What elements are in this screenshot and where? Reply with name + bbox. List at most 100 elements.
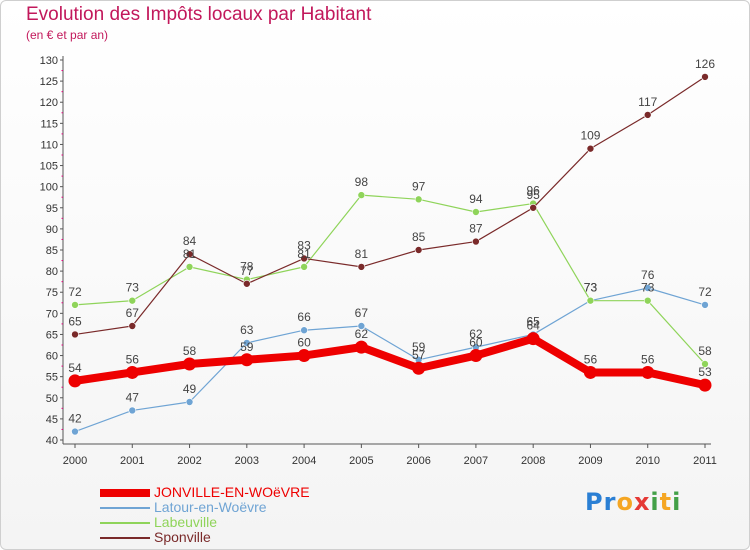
y-tick-label: 125 <box>40 76 58 88</box>
y-tick-label: 95 <box>46 203 58 215</box>
legend-item-jonville-en-wo-vre: JONVILLE-EN-WOëVRE <box>100 485 310 500</box>
data-point-jonville-en-wo-vre <box>526 332 540 346</box>
legend-swatch <box>100 536 150 539</box>
series-line-jonville-en-wo-vre <box>71 334 709 390</box>
x-tick-label: 2010 <box>635 455 659 467</box>
data-label-jonville-en-wo-vre: 53 <box>698 365 712 379</box>
data-point-latour-en-wo-vre <box>185 398 194 406</box>
data-point-jonville-en-wo-vre <box>240 353 254 367</box>
data-label-sponville: 87 <box>469 222 483 236</box>
data-label-sponville: 84 <box>183 234 197 248</box>
data-point-jonville-en-wo-vre <box>583 365 597 379</box>
data-point-sponville <box>357 263 366 271</box>
legend-swatch <box>100 521 150 524</box>
data-point-jonville-en-wo-vre <box>68 374 82 388</box>
series-line-latour-en-wo-vre <box>74 287 706 433</box>
data-point-sponville <box>414 246 423 254</box>
data-point-jonville-en-wo-vre <box>641 365 655 379</box>
logo-letter: t <box>659 488 673 516</box>
data-label-jonville-en-wo-vre: 54 <box>68 361 82 375</box>
y-tick-label: 55 <box>46 372 58 384</box>
x-tick-label: 2009 <box>578 455 602 467</box>
data-label-jonville-en-wo-vre: 58 <box>183 344 197 358</box>
data-label-jonville-en-wo-vre: 57 <box>412 348 426 362</box>
data-label-jonville-en-wo-vre: 56 <box>126 352 140 366</box>
y-tick-label: 115 <box>40 118 58 130</box>
data-point-latour-en-wo-vre <box>300 326 308 335</box>
data-label-jonville-en-wo-vre: 56 <box>584 352 598 366</box>
data-label-jonville-en-wo-vre: 60 <box>297 336 311 350</box>
x-tick-label: 2007 <box>464 455 488 467</box>
y-tick-label: 45 <box>46 414 58 426</box>
logo-letter: i <box>650 488 660 516</box>
y-tick-label: 85 <box>46 245 58 257</box>
data-label-jonville-en-wo-vre: 60 <box>469 336 483 350</box>
data-label-latour-en-wo-vre: 73 <box>584 281 598 295</box>
x-tick-label: 2006 <box>406 455 430 467</box>
data-point-sponville <box>71 330 79 339</box>
data-point-jonville-en-wo-vre <box>698 378 712 392</box>
data-label-sponville: 81 <box>355 247 369 261</box>
chart-title: Evolution des Impôts locaux par Habitant <box>26 4 372 25</box>
logo-letter: o <box>616 488 634 516</box>
data-label-latour-en-wo-vre: 66 <box>297 310 311 324</box>
data-point-sponville <box>472 237 480 246</box>
data-point-sponville <box>529 203 537 212</box>
data-label-latour-en-wo-vre: 49 <box>183 382 197 396</box>
data-point-sponville <box>128 322 137 330</box>
y-tick-label: 90 <box>46 224 58 236</box>
data-label-sponville: 67 <box>126 306 140 320</box>
data-point-sponville <box>243 279 251 288</box>
data-label-labeuville: 73 <box>126 281 140 295</box>
data-label-sponville: 95 <box>527 188 541 202</box>
y-tick-label: 130 <box>40 55 58 67</box>
data-point-labeuville <box>414 195 423 204</box>
x-tick-label: 2003 <box>235 455 259 467</box>
data-point-labeuville <box>357 191 366 199</box>
data-point-sponville <box>586 144 595 153</box>
logo-letter: i <box>672 488 682 516</box>
data-point-labeuville <box>586 296 595 305</box>
y-tick-label: 65 <box>46 329 58 341</box>
data-label-sponville: 83 <box>297 238 311 252</box>
y-tick-label: 70 <box>46 308 58 320</box>
x-tick-label: 2001 <box>120 455 144 467</box>
data-point-sponville <box>300 254 308 263</box>
data-label-labeuville: 73 <box>584 281 598 295</box>
data-label-latour-en-wo-vre: 65 <box>527 314 541 328</box>
x-tick-label: 2011 <box>693 455 717 467</box>
data-point-jonville-en-wo-vre <box>125 365 139 379</box>
legend-item-sponville: Sponville <box>100 530 310 545</box>
data-label-labeuville: 96 <box>527 184 541 198</box>
data-label-jonville-en-wo-vre: 64 <box>527 319 541 333</box>
y-tick-label: 60 <box>46 351 58 363</box>
legend-item-labeuville: Labeuville <box>100 515 310 530</box>
data-point-labeuville <box>300 263 308 271</box>
data-label-latour-en-wo-vre: 76 <box>641 268 655 282</box>
data-label-labeuville: 97 <box>412 179 426 193</box>
data-point-labeuville <box>472 208 480 216</box>
chart-subtitle: (en € et par an) <box>26 28 109 42</box>
data-point-labeuville <box>185 263 194 271</box>
data-point-jonville-en-wo-vre <box>354 340 368 354</box>
y-tick-label: 110 <box>40 139 58 151</box>
data-point-labeuville <box>643 296 652 305</box>
chart-legend: JONVILLE-EN-WOëVRE Latour-en-Woëvre Labeuv… <box>100 485 310 545</box>
logo-letter: x <box>633 488 651 516</box>
data-label-labeuville: 81 <box>183 247 197 261</box>
data-label-latour-en-wo-vre: 67 <box>355 306 369 320</box>
data-point-latour-en-wo-vre <box>643 284 652 292</box>
legend-label: Latour-en-Woëvre <box>154 499 267 515</box>
data-label-labeuville: 94 <box>469 192 483 206</box>
y-tick-label: 100 <box>40 182 58 194</box>
y-tick-label: 80 <box>46 266 58 278</box>
data-point-jonville-en-wo-vre <box>469 349 483 363</box>
data-point-sponville <box>701 73 709 81</box>
data-point-latour-en-wo-vre <box>71 427 79 436</box>
data-label-sponville: 117 <box>638 95 657 109</box>
x-tick-label: 2002 <box>177 455 201 467</box>
data-label-latour-en-wo-vre: 59 <box>412 340 426 354</box>
data-label-labeuville: 98 <box>355 175 369 189</box>
